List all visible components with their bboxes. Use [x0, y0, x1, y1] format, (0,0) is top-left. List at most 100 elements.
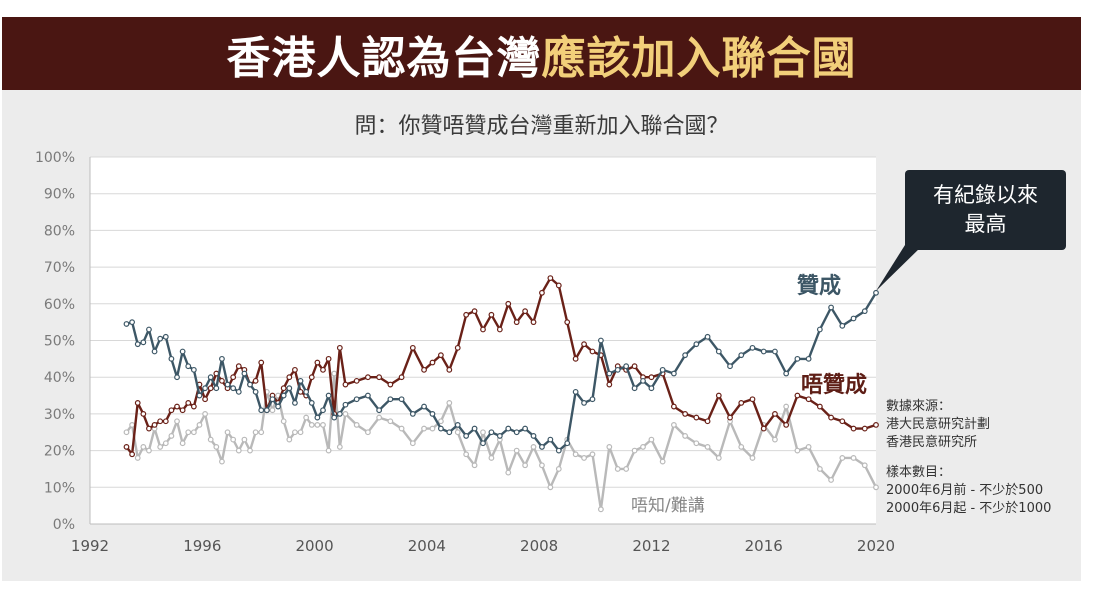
data-point-oppose: [727, 414, 733, 421]
data-point-oppose: [530, 319, 537, 326]
data-point-oppose: [589, 348, 596, 355]
data-point-support: [572, 388, 579, 395]
data-point-oppose: [342, 381, 349, 388]
data-point-oppose: [168, 407, 175, 414]
data-point-support: [207, 374, 214, 381]
data-point-support: [325, 392, 332, 399]
data-point-support: [241, 370, 248, 377]
data-point-support: [738, 352, 745, 359]
callout-line1: 有紀錄以來: [933, 183, 1038, 207]
data-point-support: [850, 315, 857, 322]
data-point-oppose: [839, 418, 846, 425]
data-point-support: [614, 366, 621, 373]
data-point-oppose: [219, 377, 225, 384]
data-point-support: [376, 407, 383, 414]
data-point-unknown: [572, 451, 579, 458]
data-point-support: [581, 399, 587, 406]
data-point-oppose: [547, 275, 554, 282]
data-point-unknown: [606, 444, 613, 450]
data-point-oppose: [235, 363, 242, 370]
data-point-unknown: [783, 403, 790, 410]
data-point-support: [530, 433, 537, 439]
data-point-unknown: [446, 399, 453, 406]
data-point-support: [275, 403, 281, 410]
data-point-unknown: [715, 455, 722, 461]
data-point-oppose: [522, 308, 529, 315]
y-tick-label: 50%: [44, 334, 75, 350]
data-point-support: [320, 407, 326, 414]
data-point-unknown: [258, 429, 265, 436]
sample-2: 2000年6月起 - 不少於1000: [886, 501, 1052, 516]
data-point-unknown: [749, 455, 756, 461]
data-point-unknown: [213, 444, 220, 450]
data-point-support: [727, 363, 733, 370]
record-high-callout: 有紀錄以來 最高: [905, 170, 1066, 250]
data-point-support: [463, 433, 470, 439]
data-point-unknown: [303, 414, 310, 421]
data-point-unknown: [174, 418, 180, 425]
series-unknown: [123, 370, 879, 513]
data-point-support: [715, 348, 722, 355]
data-point-support: [446, 429, 453, 436]
x-tick-label: 2004: [408, 537, 446, 555]
data-point-oppose: [429, 359, 436, 366]
series-label-support: 贊成: [797, 274, 842, 299]
data-point-oppose: [555, 282, 562, 289]
data-point-support: [314, 414, 321, 421]
data-point-support: [151, 348, 158, 355]
data-point-support: [839, 322, 846, 329]
y-tick-label: 0%: [53, 517, 75, 533]
data-point-unknown: [539, 462, 545, 469]
data-point-support: [659, 366, 666, 373]
data-point-support: [547, 436, 554, 443]
data-point-unknown: [480, 429, 486, 436]
data-point-support: [555, 447, 562, 454]
source-label: 數據來源：: [886, 399, 952, 414]
data-point-support: [308, 399, 315, 406]
data-point-unknown: [873, 484, 879, 491]
data-point-unknown: [488, 455, 495, 461]
data-point-oppose: [760, 425, 767, 432]
data-point-oppose: [581, 341, 587, 348]
data-point-oppose: [365, 374, 371, 381]
data-point-unknown: [693, 440, 700, 447]
data-point-oppose: [202, 396, 208, 403]
data-point-unknown: [320, 422, 326, 428]
data-point-support: [157, 335, 164, 342]
data-point-oppose: [749, 396, 756, 403]
data-point-support: [409, 411, 416, 417]
data-point-oppose: [572, 355, 579, 362]
data-point-support: [693, 341, 700, 348]
data-point-unknown: [555, 466, 562, 472]
data-point-unknown: [353, 422, 360, 428]
data-point-oppose: [387, 381, 394, 388]
data-point-unknown: [816, 466, 823, 472]
data-point-oppose: [471, 308, 478, 315]
data-point-support: [682, 352, 689, 359]
data-point-unknown: [129, 422, 136, 428]
data-point-oppose: [157, 418, 164, 425]
data-point-support: [794, 355, 801, 362]
data-point-oppose: [134, 399, 141, 406]
data-point-unknown: [269, 407, 276, 414]
data-point-support: [342, 401, 349, 408]
data-point-unknown: [252, 429, 259, 436]
data-point-support: [522, 425, 529, 432]
data-point-support: [134, 341, 141, 348]
data-point-unknown: [513, 447, 520, 454]
data-point-oppose: [151, 422, 158, 428]
data-point-support: [365, 392, 371, 399]
data-point-oppose: [230, 374, 237, 381]
data-point-oppose: [873, 422, 879, 428]
data-point-unknown: [314, 422, 321, 428]
question-text: 問：你贊唔贊成台灣重新加入聯合國？: [354, 114, 729, 139]
y-tick-label: 60%: [44, 297, 75, 313]
data-point-support: [772, 348, 778, 355]
data-point-unknown: [157, 444, 164, 450]
data-point-oppose: [794, 392, 801, 399]
data-point-support: [471, 425, 478, 432]
y-tick-label: 100%: [35, 150, 75, 166]
data-point-support: [252, 388, 259, 395]
data-point-oppose: [353, 377, 360, 384]
data-point-support: [387, 396, 394, 403]
